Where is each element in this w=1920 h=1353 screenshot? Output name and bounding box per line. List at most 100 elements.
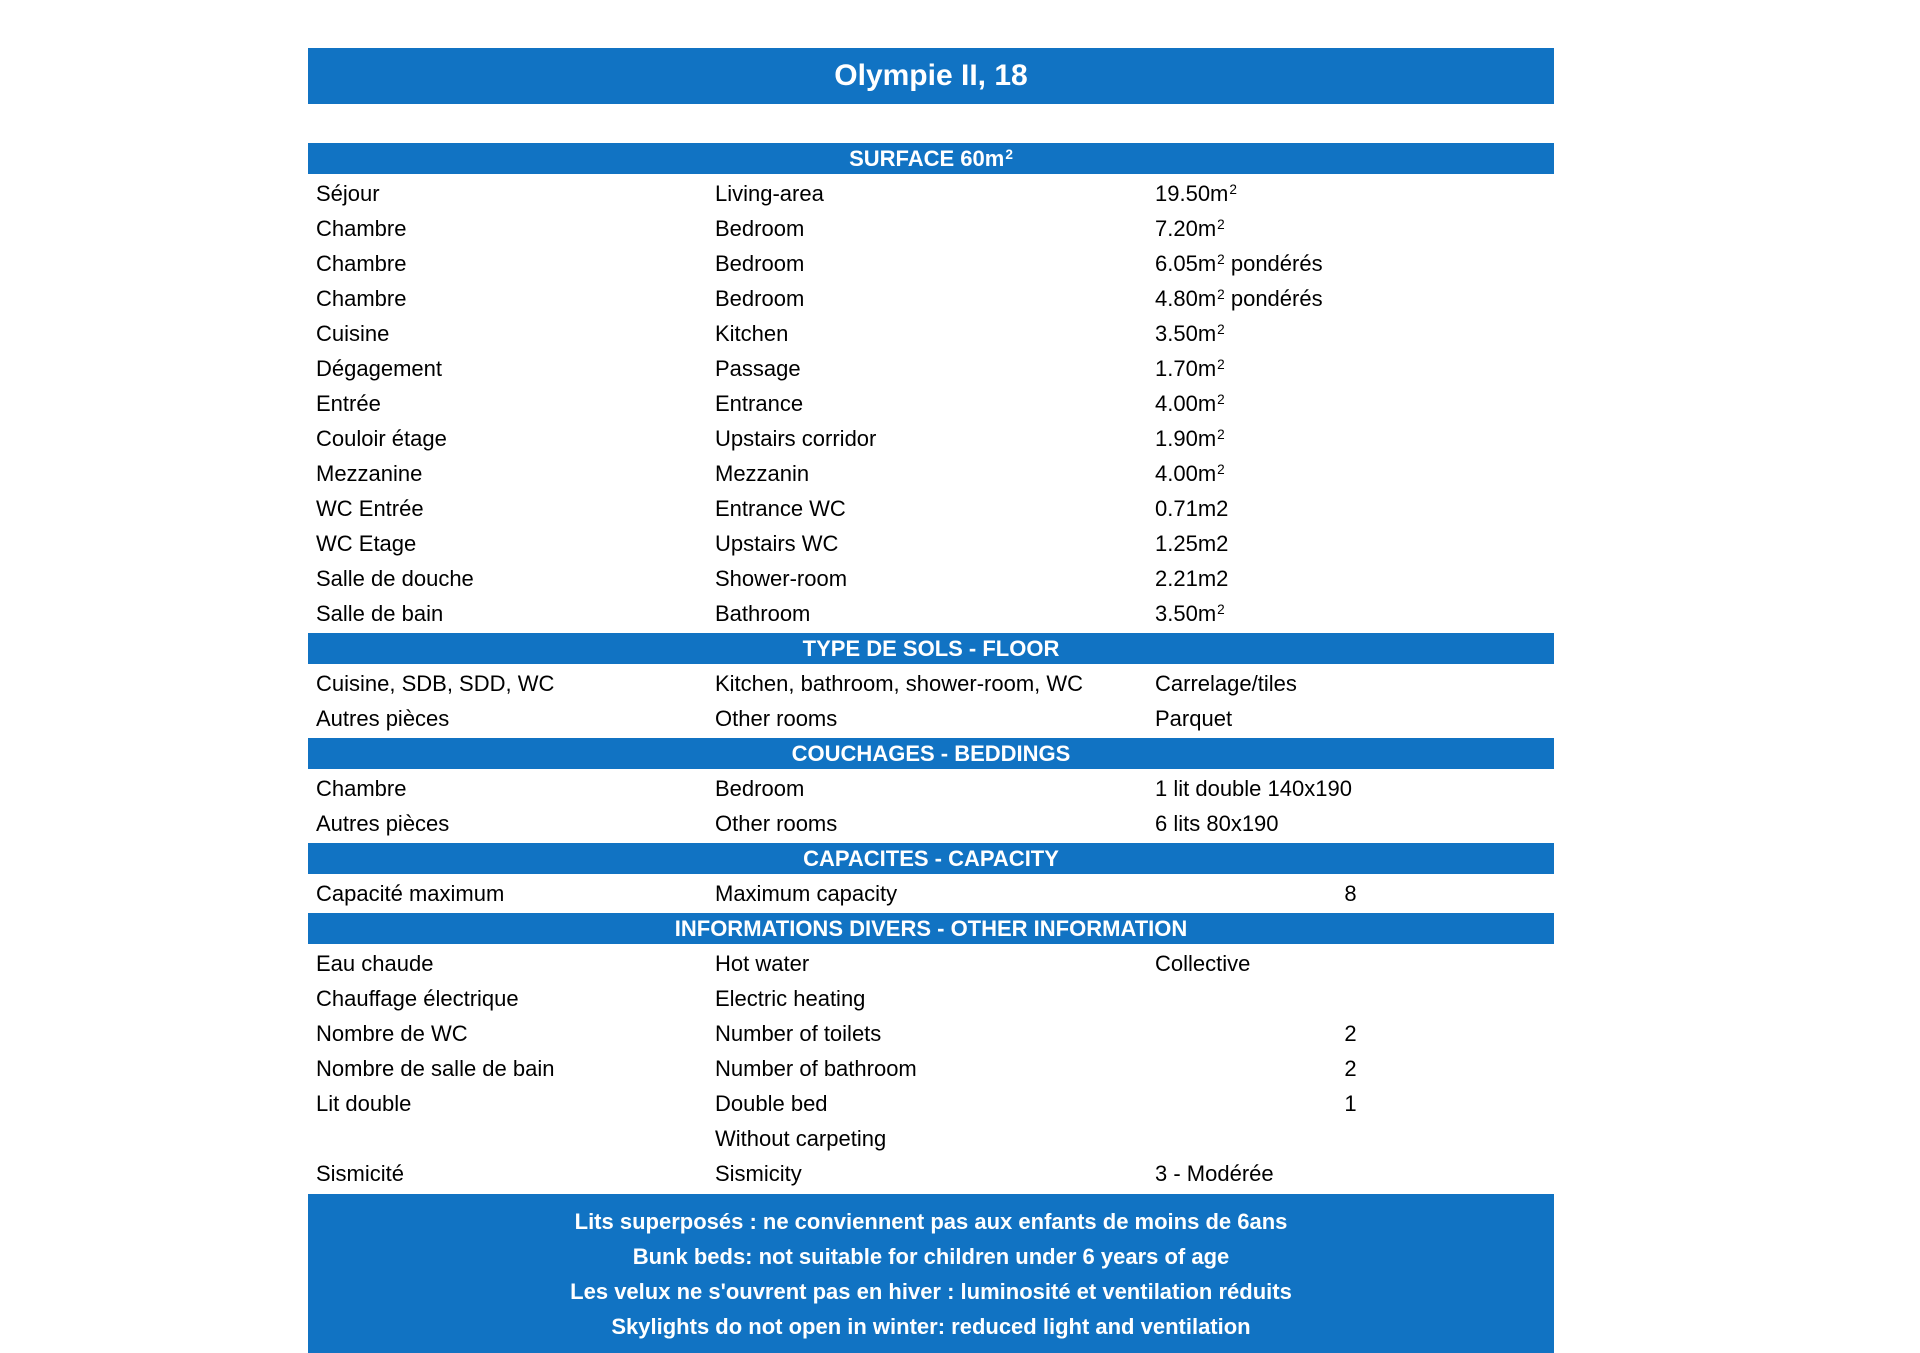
cell-label-en: Other rooms <box>715 811 838 836</box>
table-row: Dégagement Passage 1.70m2 <box>308 351 1554 386</box>
cell-label-en: Entrance <box>715 391 804 416</box>
cell-label-en: Number of bathroom <box>715 1056 917 1081</box>
cell-label-en: Upstairs corridor <box>715 426 877 451</box>
cell-value: 7.20m2 <box>1155 216 1225 241</box>
cell-value: 1 <box>1344 1091 1357 1116</box>
footer-note: Bunk beds: not suitable for children und… <box>632 1244 1230 1269</box>
cell-label-fr <box>316 1121 715 1156</box>
table-row: Chambre Bedroom 4.80m2 pondérés <box>308 281 1554 316</box>
cell-label-en: Without carpeting <box>715 1126 887 1151</box>
cell-value: 2 <box>1344 1056 1357 1081</box>
table-row: WC Etage Upstairs WC 1.25m2 <box>308 526 1554 561</box>
cell-label-en: Double bed <box>715 1091 828 1116</box>
cell-label-en: Bedroom <box>715 776 805 801</box>
superscript-2: 2 <box>1217 216 1225 232</box>
superscript-2: 2 <box>1229 181 1237 197</box>
cell-value: 2.21m2 <box>1155 566 1229 591</box>
table-row: Without carpeting <box>308 1121 1554 1156</box>
table-row: Chauffage électrique Electric heating <box>308 981 1554 1016</box>
footer-notes: Lits superposés : ne conviennent pas aux… <box>308 1194 1554 1353</box>
cell-label-en: Passage <box>715 356 801 381</box>
cell-label-en: Number of toilets <box>715 1021 882 1046</box>
section-header: COUCHAGES - BEDDINGS <box>308 738 1554 769</box>
cell-label-en: Bedroom <box>715 251 805 276</box>
section-header: TYPE DE SOLS - FLOOR <box>308 633 1554 664</box>
cell-label-fr: Dégagement <box>316 356 442 381</box>
cell-value: 6 lits 80x190 <box>1155 811 1279 836</box>
table-row: Couloir étage Upstairs corridor 1.90m2 <box>308 421 1554 456</box>
cell-label-en: Hot water <box>715 951 810 976</box>
table-row: Lit double Double bed 1 <box>308 1086 1554 1121</box>
cell-label-fr: Mezzanine <box>316 461 423 486</box>
cell-value <box>1155 981 1554 1016</box>
cell-label-fr: Chambre <box>316 776 407 801</box>
table-row: Capacité maximum Maximum capacity 8 <box>308 876 1554 911</box>
table-row: Autres pièces Other rooms Parquet <box>308 701 1554 736</box>
cell-label-en: Entrance WC <box>715 496 846 521</box>
superscript-2: 2 <box>1217 286 1225 302</box>
cell-value: 0.71m2 <box>1155 496 1229 521</box>
cell-label-en: Bedroom <box>715 216 805 241</box>
superscript-2: 2 <box>1217 461 1225 477</box>
cell-label-fr: Autres pièces <box>316 706 450 731</box>
superscript-2: 2 <box>1217 601 1225 617</box>
table-row: Sismicité Sismicity 3 - Modérée <box>308 1156 1554 1191</box>
title-gap <box>308 104 1554 141</box>
property-info-sheet: Olympie II, 18 SURFACE 60m2 Séjour Living-… <box>308 48 1554 1353</box>
table-row: Salle de bain Bathroom 3.50m2 <box>308 596 1554 631</box>
cell-value: 3.50m2 <box>1155 321 1225 346</box>
page-title: Olympie II, 18 <box>308 48 1554 104</box>
cell-label-en: Living-area <box>715 181 824 206</box>
cell-label-en: Bedroom <box>715 286 805 311</box>
cell-value: 4.00m2 <box>1155 391 1225 416</box>
cell-value: 8 <box>1344 881 1357 906</box>
table-row: Nombre de salle de bain Number of bathroo… <box>308 1051 1554 1086</box>
cell-value: 3.50m2 <box>1155 601 1225 626</box>
cell-value: 1.70m2 <box>1155 356 1225 381</box>
table-row: Eau chaude Hot water Collective <box>308 946 1554 981</box>
cell-value: 1.25m2 <box>1155 531 1229 556</box>
table-row: Nombre de WC Number of toilets 2 <box>308 1016 1554 1051</box>
cell-value: 4.00m2 <box>1155 461 1225 486</box>
cell-value: 19.50m2 <box>1155 181 1237 206</box>
cell-value: Parquet <box>1155 706 1233 731</box>
cell-label-en: Other rooms <box>715 706 838 731</box>
cell-label-en: Electric heating <box>715 986 866 1011</box>
cell-value: 6.05m2 pondérés <box>1155 251 1323 276</box>
superscript-2: 2 <box>1005 146 1013 162</box>
superscript-2: 2 <box>1217 321 1225 337</box>
cell-label-fr: Entrée <box>316 391 381 416</box>
cell-label-fr: Salle de bain <box>316 601 444 626</box>
table-row: Entrée Entrance 4.00m2 <box>308 386 1554 421</box>
cell-value: Collective <box>1155 951 1251 976</box>
cell-label-fr: Chauffage électrique <box>316 986 519 1011</box>
cell-label-fr: Autres pièces <box>316 811 450 836</box>
table-row: Chambre Bedroom 7.20m2 <box>308 211 1554 246</box>
superscript-2: 2 <box>1217 356 1225 372</box>
sections-container: SURFACE 60m2 Séjour Living-area 19.50m2 Cham… <box>308 143 1554 1191</box>
table-row: Chambre Bedroom 1 lit double 140x190 <box>308 771 1554 806</box>
footer-note: Lits superposés : ne conviennent pas aux… <box>574 1209 1288 1234</box>
cell-label-fr: Capacité maximum <box>316 881 505 906</box>
table-row: Séjour Living-area 19.50m2 <box>308 176 1554 211</box>
cell-value: 1 lit double 140x190 <box>1155 776 1352 801</box>
cell-label-en: Sismicity <box>715 1161 802 1186</box>
cell-label-fr: Salle de douche <box>316 566 474 591</box>
table-row: Chambre Bedroom 6.05m2 pondérés <box>308 246 1554 281</box>
cell-value: 1.90m2 <box>1155 426 1225 451</box>
footer-note: Les velux ne s'ouvrent pas en hiver : lu… <box>570 1279 1292 1304</box>
cell-label-fr: Eau chaude <box>316 951 434 976</box>
table-row: Mezzanine Mezzanin 4.00m2 <box>308 456 1554 491</box>
cell-label-fr: Chambre <box>316 251 407 276</box>
cell-label-en: Kitchen <box>715 321 789 346</box>
cell-label-en: Bathroom <box>715 601 811 626</box>
table-row: WC Entrée Entrance WC 0.71m2 <box>308 491 1554 526</box>
cell-label-fr: Cuisine <box>316 321 390 346</box>
table-row: Autres pièces Other rooms 6 lits 80x190 <box>308 806 1554 841</box>
section-header: SURFACE 60m2 <box>308 143 1554 174</box>
cell-label-fr: Séjour <box>316 181 380 206</box>
cell-label-en: Mezzanin <box>715 461 810 486</box>
cell-label-fr: Sismicité <box>316 1161 405 1186</box>
cell-label-fr: Chambre <box>316 216 407 241</box>
cell-value: 4.80m2 pondérés <box>1155 286 1323 311</box>
